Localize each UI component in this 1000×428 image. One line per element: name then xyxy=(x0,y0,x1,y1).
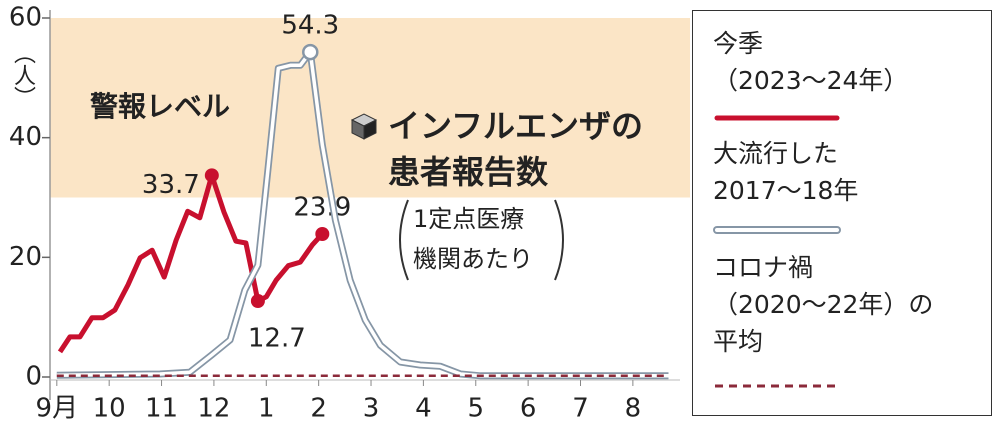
legend-label: 大流行した 2017～18年 xyxy=(713,139,859,205)
y-tick-label: 60 xyxy=(9,3,42,33)
y-tick-label: 20 xyxy=(9,242,42,272)
x-tick-label: 3 xyxy=(363,394,380,424)
x-tick-label: 10 xyxy=(93,394,126,424)
legend-label: 今季 （2023～24年） xyxy=(713,29,909,95)
x-tick-label: 1 xyxy=(258,394,275,424)
y-tick-label: 40 xyxy=(9,122,42,152)
legend-swatch xyxy=(714,115,840,121)
x-tick-label: 11 xyxy=(145,394,178,424)
series-line xyxy=(57,172,325,354)
icon xyxy=(363,119,377,140)
alert-label: 警報レベル xyxy=(90,90,230,123)
y-tick-label: 0 xyxy=(25,362,42,392)
legend: 今季 （2023～24年） 大流行した 2017～18年コロナ禍 （2020～22… xyxy=(692,10,992,416)
x-tick-label: 5 xyxy=(467,394,484,424)
legend-label: コロナ禍 （2020～22年）の 平均 xyxy=(713,253,934,356)
chart-title: インフルエンザの患者報告数 xyxy=(388,107,643,191)
bracket xyxy=(399,199,409,281)
x-tick-label: 4 xyxy=(415,394,432,424)
x-tick-label: 9月 xyxy=(36,394,79,424)
legend-swatch xyxy=(715,384,839,388)
point-marker xyxy=(204,168,219,183)
data-label: 12.7 xyxy=(248,324,306,354)
y-unit: （人） xyxy=(10,42,36,108)
point-marker xyxy=(250,294,265,309)
data-label: 23.9 xyxy=(293,192,351,222)
legend-swatch xyxy=(713,226,841,234)
x-tick-label: 8 xyxy=(625,394,642,424)
x-tick-label: 12 xyxy=(197,394,230,424)
point-marker xyxy=(302,43,319,61)
alert-band xyxy=(50,18,690,198)
data-label: 54.3 xyxy=(281,11,339,41)
data-label: 33.7 xyxy=(142,170,200,200)
note: 1定点医療機関あたり xyxy=(413,205,533,273)
x-tick-label: 7 xyxy=(572,394,589,424)
x-tick-label: 2 xyxy=(310,394,327,424)
point-marker xyxy=(315,226,330,241)
x-tick-label: 6 xyxy=(520,394,537,424)
bracket xyxy=(554,199,564,281)
